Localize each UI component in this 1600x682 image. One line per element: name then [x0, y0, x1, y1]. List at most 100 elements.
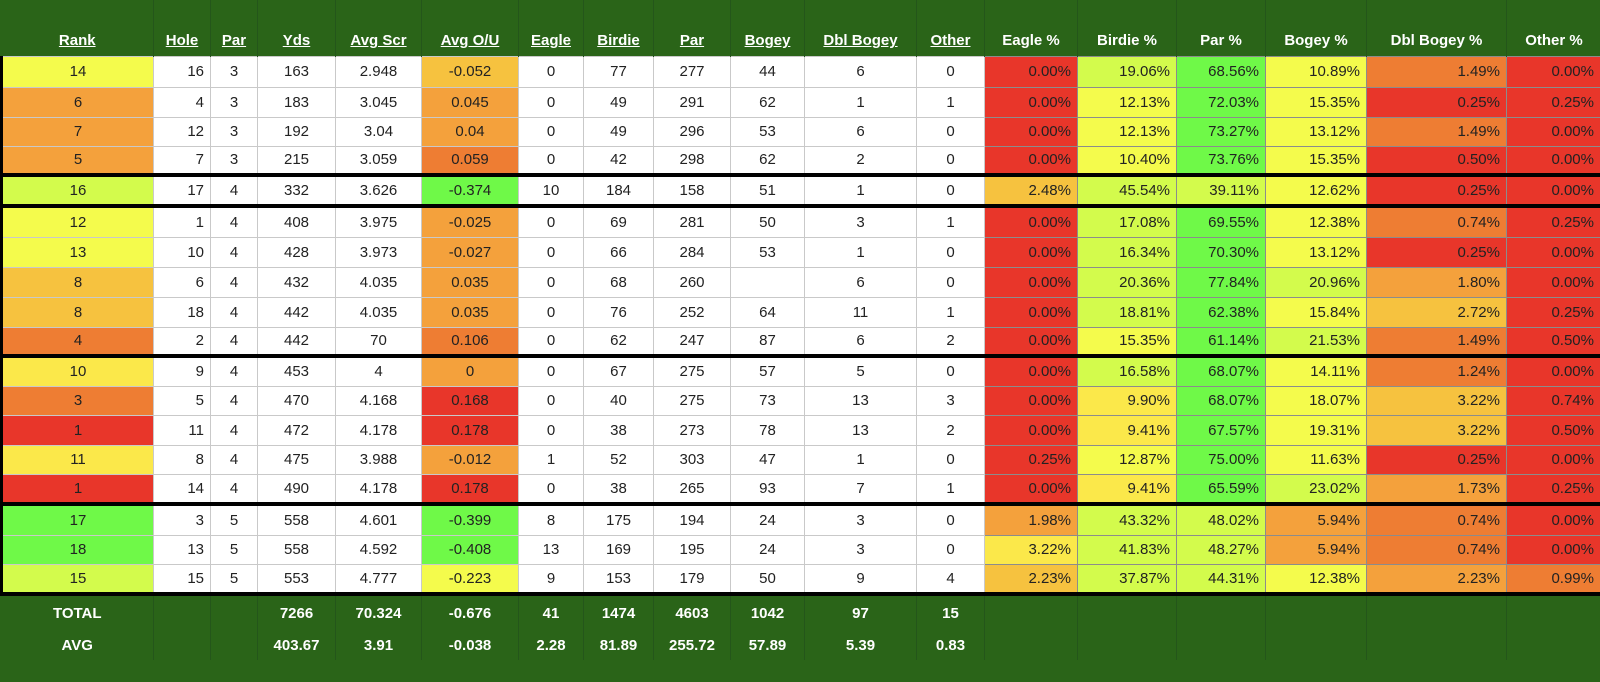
pars-cell[interactable]: 179	[653, 563, 731, 596]
par-cell[interactable]: 4	[210, 173, 258, 207]
bogey-pct-cell[interactable]: 23.02%	[1265, 473, 1367, 505]
other-pct-cell[interactable]: 0.00%	[1506, 236, 1600, 268]
other-pct-cell[interactable]: 0.50%	[1506, 414, 1600, 446]
other-cell[interactable]: 1	[916, 296, 985, 328]
dbl-bogey-cell[interactable]: 6	[804, 266, 917, 298]
eagle-pct-cell[interactable]: 0.00%	[984, 414, 1078, 446]
col-header-par[interactable]: Par	[210, 26, 258, 56]
birdie-pct-cell[interactable]: 9.41%	[1077, 473, 1177, 505]
par-cell[interactable]: 3	[210, 86, 258, 118]
eagle-pct-cell[interactable]: 0.00%	[984, 116, 1078, 147]
yds-cell[interactable]: 475	[257, 444, 336, 475]
other-pct-cell[interactable]: 0.74%	[1506, 385, 1600, 416]
birdie-cell[interactable]: 52	[583, 444, 654, 475]
dbl-bogey-pct-cell[interactable]: 0.74%	[1366, 502, 1507, 536]
other-pct-cell[interactable]: 0.00%	[1506, 444, 1600, 475]
hole-cell[interactable]: 15	[153, 563, 211, 596]
birdie-pct-cell[interactable]: 17.08%	[1077, 204, 1177, 238]
yds-cell[interactable]: 432	[257, 266, 336, 298]
eagle-pct-cell[interactable]: 0.00%	[984, 204, 1078, 238]
yds-cell[interactable]: 472	[257, 414, 336, 446]
bogey-pct-cell[interactable]: 5.94%	[1265, 534, 1367, 565]
hole-cell[interactable]: 7	[153, 145, 211, 176]
dbl-bogey-cell[interactable]: 6	[804, 55, 917, 88]
other-pct-cell[interactable]: 0.00%	[1506, 55, 1600, 88]
rank-cell[interactable]: 1	[0, 414, 154, 446]
eagle-pct-cell[interactable]: 1.98%	[984, 502, 1078, 536]
bogey-pct-cell[interactable]: 15.35%	[1265, 86, 1367, 118]
birdie-cell[interactable]: 40	[583, 385, 654, 416]
yds-cell[interactable]: 192	[257, 116, 336, 147]
bogey-cell[interactable]	[730, 266, 805, 298]
par-pct-cell[interactable]: 62.38%	[1176, 296, 1266, 328]
eagle-cell[interactable]: 9	[518, 563, 584, 596]
col-header-birdie[interactable]: Birdie	[583, 26, 654, 56]
other-cell[interactable]: 1	[916, 204, 985, 238]
hole-cell[interactable]: 18	[153, 296, 211, 328]
par-pct-cell[interactable]: 72.03%	[1176, 86, 1266, 118]
avg-ou-cell[interactable]: 0.178	[421, 414, 519, 446]
other-cell[interactable]: 3	[916, 385, 985, 416]
bogey-cell[interactable]: 24	[730, 534, 805, 565]
dbl-bogey-pct-cell[interactable]: 0.25%	[1366, 236, 1507, 268]
birdie-cell[interactable]: 67	[583, 354, 654, 387]
dbl-bogey-pct-cell[interactable]: 1.49%	[1366, 326, 1507, 357]
eagle-pct-cell[interactable]: 0.00%	[984, 236, 1078, 268]
avg-ou-cell[interactable]: -0.027	[421, 236, 519, 268]
rank-cell[interactable]: 4	[0, 326, 154, 357]
hole-cell[interactable]: 11	[153, 414, 211, 446]
birdie-pct-cell[interactable]: 12.87%	[1077, 444, 1177, 475]
rank-cell[interactable]: 11	[0, 444, 154, 475]
hole-cell[interactable]: 17	[153, 173, 211, 207]
dbl-bogey-pct-cell[interactable]: 0.74%	[1366, 204, 1507, 238]
dbl-bogey-pct-cell[interactable]: 1.73%	[1366, 473, 1507, 505]
birdie-pct-cell[interactable]: 45.54%	[1077, 173, 1177, 207]
rank-cell[interactable]: 8	[0, 296, 154, 328]
dbl-bogey-pct-cell[interactable]: 1.80%	[1366, 266, 1507, 298]
birdie-pct-cell[interactable]: 43.32%	[1077, 502, 1177, 536]
other-cell[interactable]: 0	[916, 266, 985, 298]
other-cell[interactable]: 0	[916, 354, 985, 387]
eagle-cell[interactable]: 0	[518, 414, 584, 446]
hole-cell[interactable]: 16	[153, 55, 211, 88]
dbl-bogey-cell[interactable]: 7	[804, 473, 917, 505]
pars-cell[interactable]: 260	[653, 266, 731, 298]
col-header-yds[interactable]: Yds	[257, 26, 336, 56]
col-header-pars[interactable]: Par	[653, 26, 731, 56]
dbl-bogey-cell[interactable]: 13	[804, 414, 917, 446]
other-cell[interactable]: 0	[916, 444, 985, 475]
rank-cell[interactable]: 7	[0, 116, 154, 147]
eagle-cell[interactable]: 0	[518, 55, 584, 88]
other-pct-cell[interactable]: 0.00%	[1506, 173, 1600, 207]
avg-scr-cell[interactable]: 3.988	[335, 444, 422, 475]
birdie-cell[interactable]: 49	[583, 86, 654, 118]
yds-cell[interactable]: 558	[257, 534, 336, 565]
par-pct-cell[interactable]: 68.07%	[1176, 385, 1266, 416]
hole-cell[interactable]: 4	[153, 86, 211, 118]
other-pct-cell[interactable]: 0.25%	[1506, 296, 1600, 328]
eagle-pct-cell[interactable]: 2.23%	[984, 563, 1078, 596]
col-header-bogey[interactable]: Bogey	[730, 26, 805, 56]
eagle-cell[interactable]: 0	[518, 385, 584, 416]
birdie-cell[interactable]: 76	[583, 296, 654, 328]
par-cell[interactable]: 4	[210, 444, 258, 475]
rank-cell[interactable]: 14	[0, 55, 154, 88]
avg-scr-cell[interactable]: 4.035	[335, 296, 422, 328]
birdie-cell[interactable]: 38	[583, 414, 654, 446]
avg-scr-cell[interactable]: 4	[335, 354, 422, 387]
avg-scr-cell[interactable]: 70	[335, 326, 422, 357]
col-header-avg-scr[interactable]: Avg Scr	[335, 26, 422, 56]
par-pct-cell[interactable]: 68.07%	[1176, 354, 1266, 387]
pars-cell[interactable]: 195	[653, 534, 731, 565]
par-cell[interactable]: 4	[210, 326, 258, 357]
other-pct-cell[interactable]: 0.00%	[1506, 502, 1600, 536]
dbl-bogey-cell[interactable]: 5	[804, 354, 917, 387]
birdie-cell[interactable]: 184	[583, 173, 654, 207]
eagle-pct-cell[interactable]: 0.00%	[984, 326, 1078, 357]
par-pct-cell[interactable]: 70.30%	[1176, 236, 1266, 268]
bogey-pct-cell[interactable]: 12.62%	[1265, 173, 1367, 207]
dbl-bogey-cell[interactable]: 13	[804, 385, 917, 416]
par-cell[interactable]: 4	[210, 385, 258, 416]
dbl-bogey-pct-cell[interactable]: 1.49%	[1366, 55, 1507, 88]
eagle-pct-cell[interactable]: 0.00%	[984, 266, 1078, 298]
